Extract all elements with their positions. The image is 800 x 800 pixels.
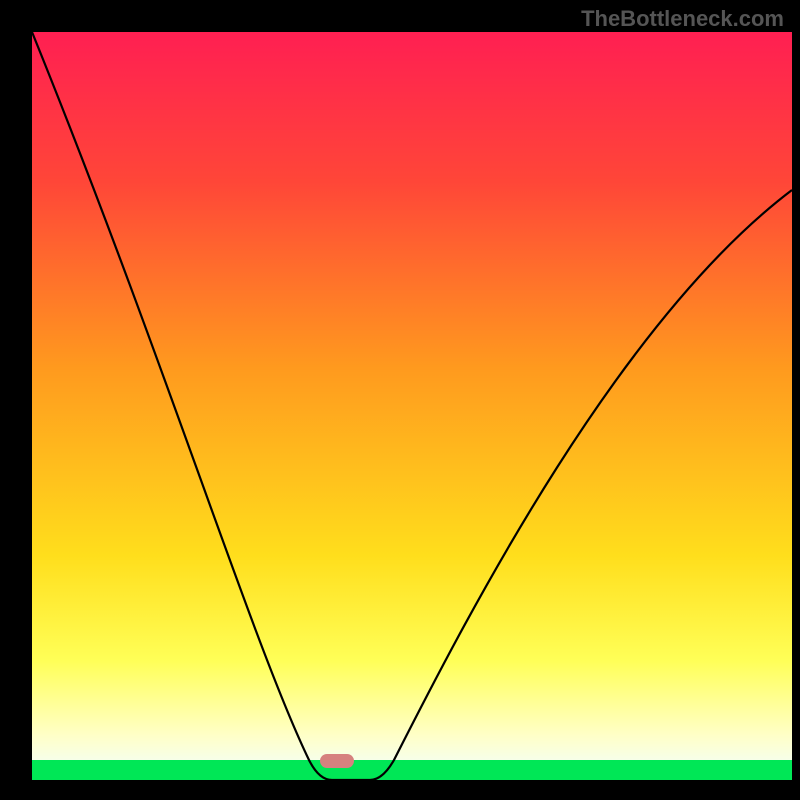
watermark-text: TheBottleneck.com <box>581 6 784 32</box>
bottleneck-curve <box>0 0 800 800</box>
curve-path <box>32 32 792 780</box>
chart-frame: TheBottleneck.com <box>0 0 800 800</box>
